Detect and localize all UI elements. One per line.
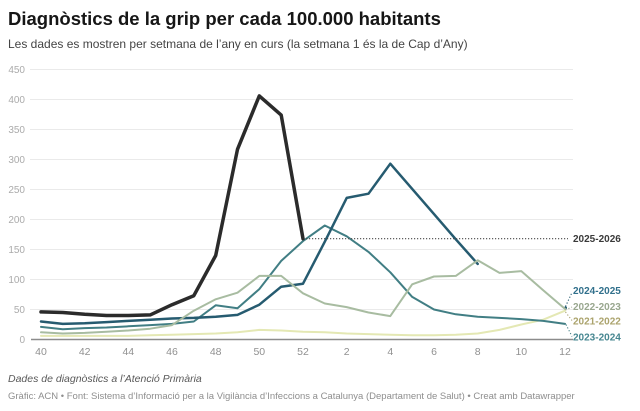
svg-text:12: 12 — [559, 346, 571, 358]
svg-text:2025-2026: 2025-2026 — [573, 234, 621, 245]
svg-text:100: 100 — [8, 275, 25, 286]
svg-text:44: 44 — [122, 346, 134, 358]
svg-text:200: 200 — [8, 215, 25, 226]
svg-text:0: 0 — [19, 335, 25, 346]
svg-text:6: 6 — [431, 346, 437, 358]
svg-text:350: 350 — [8, 125, 25, 136]
svg-text:2: 2 — [344, 346, 350, 358]
svg-text:52: 52 — [297, 346, 309, 358]
svg-text:400: 400 — [8, 95, 25, 106]
svg-text:2021-2022: 2021-2022 — [573, 317, 621, 328]
svg-text:2022-2023: 2022-2023 — [573, 302, 621, 313]
svg-text:50: 50 — [14, 305, 26, 316]
svg-text:300: 300 — [8, 155, 25, 166]
svg-text:42: 42 — [79, 346, 91, 358]
svg-text:4: 4 — [387, 346, 393, 358]
svg-text:50: 50 — [253, 346, 265, 358]
svg-text:150: 150 — [8, 245, 25, 256]
svg-text:8: 8 — [475, 346, 481, 358]
svg-text:46: 46 — [166, 346, 178, 358]
svg-text:48: 48 — [210, 346, 222, 358]
svg-text:10: 10 — [515, 346, 527, 358]
svg-text:2024-2025: 2024-2025 — [573, 286, 621, 297]
svg-text:250: 250 — [8, 185, 25, 196]
svg-text:2023-2024: 2023-2024 — [573, 333, 621, 344]
svg-text:450: 450 — [8, 65, 25, 76]
svg-text:40: 40 — [35, 346, 47, 358]
